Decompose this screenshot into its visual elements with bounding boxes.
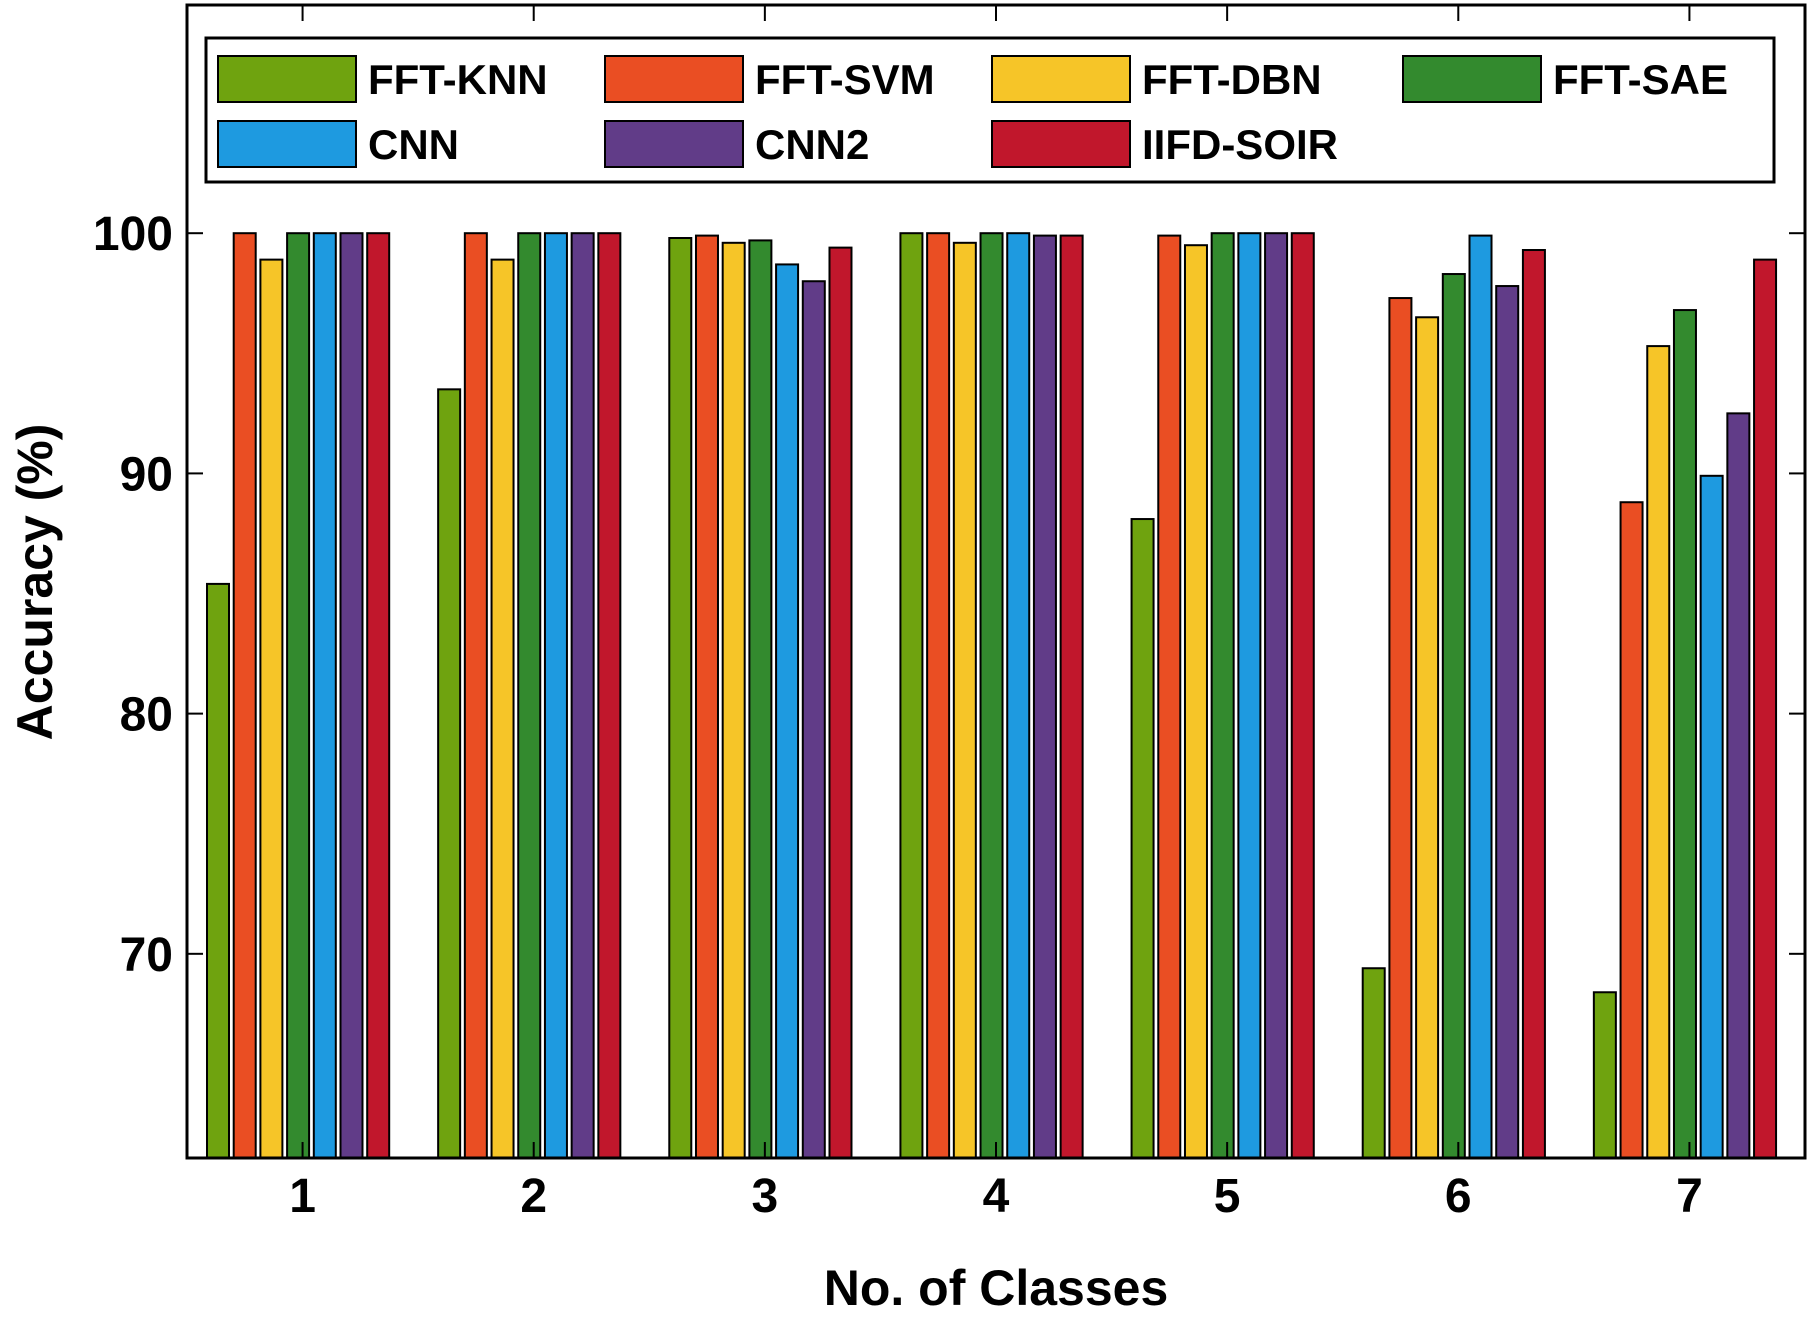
legend-swatch-iifd-soir [991, 120, 1131, 168]
bar-fft-dbn-class-2 [490, 258, 515, 1159]
bar-fft-sae-class-7 [1672, 309, 1697, 1159]
bar-iifd-soir-class-4 [1059, 234, 1084, 1160]
bar-fft-dbn-class-4 [952, 241, 977, 1159]
bar-cnn2-class-1 [339, 232, 364, 1159]
bar-cnn2-class-2 [570, 232, 595, 1159]
legend-swatch-cnn [217, 120, 357, 168]
y-tick-label: 90 [120, 448, 173, 501]
x-axis-label: No. of Classes [824, 1260, 1169, 1316]
y-tick-label: 70 [120, 929, 173, 982]
bars-layer [206, 232, 1778, 1160]
bar-iifd-soir-class-6 [1521, 249, 1546, 1159]
legend-swatch-fft-dbn [991, 55, 1131, 103]
bar-fft-dbn-class-5 [1183, 244, 1208, 1160]
bar-fft-dbn-class-6 [1415, 316, 1440, 1160]
legend-label-fft-svm: FFT-SVM [755, 56, 935, 103]
bar-cnn2-class-3 [801, 280, 826, 1160]
bar-fft-sae-class-6 [1441, 273, 1466, 1159]
bar-fft-sae-class-5 [1210, 232, 1235, 1159]
bar-fft-dbn-class-3 [721, 241, 746, 1159]
bar-fft-sae-class-3 [748, 239, 773, 1159]
ticks-layer: 70 80 90 100 1 2 3 4 5 6 7 [93, 5, 1805, 1223]
bar-cnn-class-3 [775, 263, 800, 1159]
x-tick-label: 1 [289, 1170, 316, 1223]
x-tick-label: 3 [752, 1170, 779, 1223]
legend-label-iifd-soir: IIFD-SOIR [1142, 121, 1338, 168]
bar-fft-knn-class-5 [1130, 518, 1155, 1159]
legend: FFT-KNN FFT-SVM FFT-DBN FFT-SAE CNN CNN2 IIFD-… [204, 36, 1776, 184]
legend-label-fft-knn: FFT-KNN [368, 56, 548, 103]
bar-fft-svm-class-4 [926, 232, 951, 1159]
bar-fft-svm-class-2 [463, 232, 488, 1159]
bar-fft-knn-class-4 [899, 232, 924, 1159]
bar-fft-sae-class-2 [517, 232, 542, 1159]
x-tick-label: 4 [983, 1170, 1010, 1223]
bar-cnn-class-4 [1006, 232, 1031, 1159]
x-tick-label: 6 [1445, 1170, 1472, 1223]
bar-cnn2-class-7 [1726, 412, 1751, 1159]
bar-fft-sae-class-1 [286, 232, 311, 1159]
bar-iifd-soir-class-1 [366, 232, 391, 1159]
bar-fft-knn-class-3 [668, 237, 693, 1160]
bar-fft-svm-class-5 [1157, 234, 1182, 1160]
y-tick-label: 80 [120, 689, 173, 742]
bar-fft-svm-class-1 [232, 232, 257, 1159]
bar-fft-svm-class-7 [1619, 501, 1644, 1159]
x-tick-label: 5 [1214, 1170, 1241, 1223]
bar-fft-dbn-class-1 [259, 258, 284, 1159]
bar-fft-knn-class-6 [1361, 967, 1386, 1159]
bar-fft-knn-class-7 [1592, 991, 1617, 1159]
legend-swatch-fft-sae [1402, 55, 1542, 103]
bar-cnn-class-1 [312, 232, 337, 1159]
legend-label-fft-dbn: FFT-DBN [1142, 56, 1322, 103]
bar-fft-sae-class-4 [979, 232, 1004, 1159]
x-tick-label: 7 [1676, 1170, 1703, 1223]
legend-label-cnn2: CNN2 [755, 121, 869, 168]
x-tick-label: 2 [520, 1170, 547, 1223]
bar-cnn2-class-5 [1264, 232, 1289, 1159]
bar-cnn-class-5 [1237, 232, 1262, 1159]
bar-fft-knn-class-1 [206, 582, 230, 1159]
bar-cnn-class-7 [1699, 474, 1724, 1159]
legend-label-cnn: CNN [368, 121, 459, 168]
bar-cnn-class-6 [1468, 234, 1493, 1160]
legend-swatch-fft-knn [217, 55, 357, 103]
y-tick-label: 100 [93, 208, 173, 261]
bar-cnn-class-2 [543, 232, 568, 1159]
legend-swatch-cnn2 [604, 120, 744, 168]
bar-fft-knn-class-2 [437, 388, 462, 1160]
bar-iifd-soir-class-3 [828, 246, 853, 1159]
bar-cnn2-class-4 [1032, 234, 1057, 1160]
legend-label-fft-sae: FFT-SAE [1553, 56, 1728, 103]
bar-fft-dbn-class-7 [1646, 345, 1671, 1159]
bar-iifd-soir-class-7 [1753, 258, 1778, 1159]
bar-iifd-soir-class-5 [1290, 232, 1315, 1159]
bar-cnn2-class-6 [1495, 285, 1520, 1159]
y-axis-label: Accuracy (%) [7, 424, 63, 741]
bar-fft-svm-class-3 [694, 234, 719, 1160]
bar-fft-svm-class-6 [1388, 297, 1413, 1160]
legend-swatch-fft-svm [604, 55, 744, 103]
bar-iifd-soir-class-2 [597, 232, 622, 1159]
